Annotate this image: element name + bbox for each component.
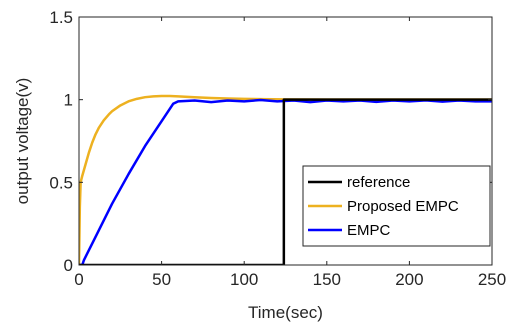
y-tick-label: 1 <box>64 91 73 110</box>
x-tick-label: 0 <box>74 270 83 289</box>
y-tick-label: 1.5 <box>49 8 73 27</box>
x-tick-label: 250 <box>478 270 506 289</box>
legend-label-reference: reference <box>347 174 410 191</box>
y-tick-label: 0.5 <box>49 173 73 192</box>
ticks-layer: 0 50 100 150 200 250 0 0.5 1 1.5 <box>49 8 506 289</box>
x-axis-title: Time(sec) <box>248 303 323 322</box>
x-tick-label: 200 <box>395 270 423 289</box>
series-line-reference <box>79 98 492 265</box>
y-tick-label: 0 <box>64 256 73 275</box>
legend-label-proposed-empc: Proposed EMPC <box>347 198 459 215</box>
legend-label-empc: EMPC <box>347 222 391 239</box>
plot-frame <box>78 16 493 266</box>
x-tick-label: 100 <box>230 270 258 289</box>
y-axis-title: output voltage(v) <box>13 78 32 205</box>
series-line-empc <box>79 98 492 265</box>
x-tick-label: 50 <box>152 270 171 289</box>
x-tick-label: 150 <box>313 270 341 289</box>
series-layer <box>79 94 492 265</box>
legend: reference Proposed EMPC EMPC <box>302 165 491 247</box>
